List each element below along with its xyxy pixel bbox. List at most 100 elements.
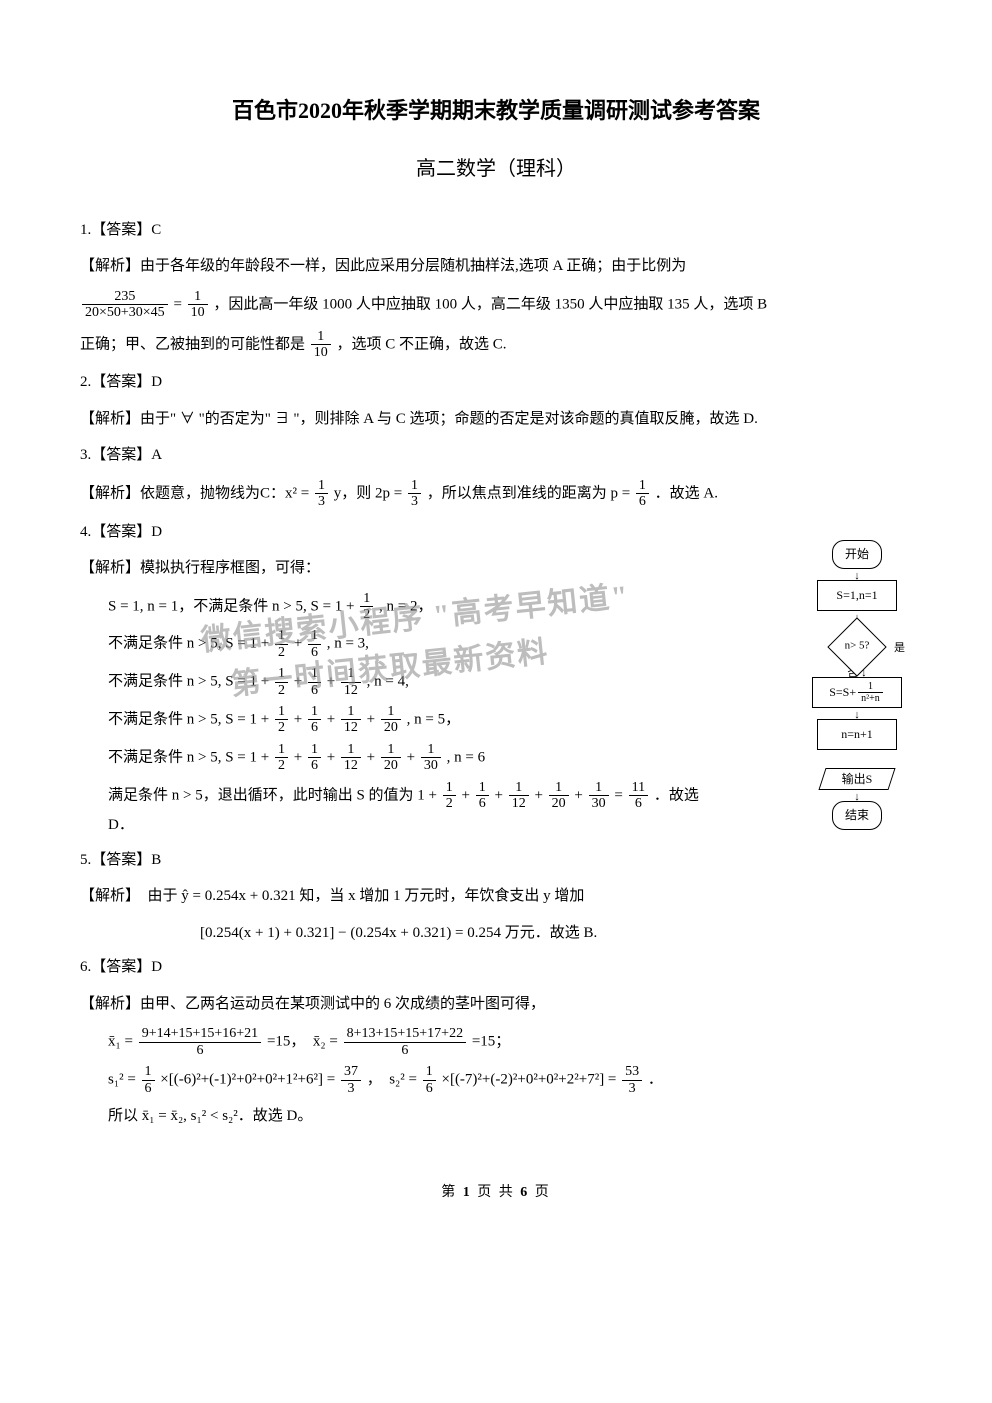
q4-l3-f3d: 12 [341,683,361,698]
q4-l6-f2d: 6 [476,796,489,811]
q1-frac3-den: 10 [311,345,331,360]
q4-l4-f3d: 12 [341,720,361,735]
q4-l5-f1d: 2 [275,758,288,773]
q1-explain-1: 【解析】由于各年级的年龄段不一样，因此应采用分层随机抽样法,选项 A 正确；由于… [80,252,912,281]
q4-l4-f1d: 2 [275,720,288,735]
q4-l6-f5d: 30 [589,796,609,811]
q4-l6-f3d: 12 [509,796,529,811]
q4-l6-f1n: 1 [443,780,456,796]
q4-line-5: 不满足条件 n > 5, S = 1 + 12 + 16 + 112 + 120… [80,742,720,774]
q4-l5a: 不满足条件 n > 5, S = 1 + [108,749,273,765]
q4-l3-f3n: 1 [341,666,361,682]
q4-l6-f6n: 11 [629,780,648,796]
q4-f1d: 2 [360,607,373,622]
q3-f3n: 1 [636,478,649,494]
fc-arrow-icon: ↓ [777,710,937,721]
q4-line-2: 不满足条件 n > 5, S = 1 + 12 + 16 , n = 3, [80,628,720,660]
fc-s1d: n²+n [858,693,883,704]
question-1: 1.【答案】C 【解析】由于各年级的年龄段不一样，因此应采用分层随机抽样法,选项… [80,216,912,361]
fc-output: 输出S [822,768,892,790]
page-title: 百色市2020年秋季学期期末教学质量调研测试参考答案 [80,90,912,132]
q1-text-b: ，因此高一年级 1000 人中应抽取 100 人，高二年级 1350 人中应抽取… [213,296,767,312]
footer-c: 页 [529,1185,551,1200]
q4-l6-f1d: 2 [443,796,456,811]
q1-frac1-den: 20×50+30×45 [82,305,168,320]
q2-header: 2.【答案】D [80,368,912,397]
footer-a: 第 [441,1185,463,1200]
footer-b: 页 共 [472,1185,521,1200]
q1-text-c-b: ，选项 C 不正确，故选 C. [337,336,507,352]
fc-step1-a: S=S+ [829,685,856,699]
q4-f1n: 1 [360,591,373,607]
q3-f2n: 1 [408,478,421,494]
q4-explain: 【解析】模拟执行程序框图，可得： [80,554,720,583]
fc-condition: n> 5? 是 [827,626,887,666]
q3-f1d: 3 [315,494,328,509]
question-2: 2.【答案】D 【解析】由于" ∀ "的否定为" ∃ "，则排除 A 与 C 选… [80,368,912,433]
q4-l5-f4d: 20 [381,758,401,773]
q6-l2-d1: 6 [142,1081,155,1096]
page-footer: 第 1 页 共 6 页 [80,1180,912,1207]
fc-yes-label: 是 [894,638,905,659]
q6-l2a: s₁² = [108,1071,140,1087]
q3-text-a: 【解析】依题意，抛物线为C：x² = [80,485,313,501]
fc-output-text: 输出S [842,772,873,786]
q6-l2b: ×[(-6)²+(-1)²+0²+0²+1²+6²] = [160,1071,339,1087]
q1-text-c-a: 正确；甲、乙被抽到的可能性都是 [80,336,305,352]
q6-header: 6.【答案】D [80,953,912,982]
q6-l2-d3: 6 [423,1081,436,1096]
fc-step-1: S=S+1n²+n [812,677,902,709]
q4-l3-f1d: 2 [275,683,288,698]
q4-l6a: 满足条件 n > 5，退出循环，此时输出 S 的值为 1 + [108,787,441,803]
q1-frac2-den: 10 [188,305,208,320]
q4-l5-f2n: 1 [308,742,321,758]
q4-l6-f3n: 1 [509,780,529,796]
q3-text-c: ，所以焦点到准线的距离为 p = [427,485,634,501]
q4-l6-f5n: 1 [589,780,609,796]
q4-l4-f4n: 1 [381,704,401,720]
q6-line-2: s₁² = 16 ×[(-6)²+(-1)²+0²+0²+1²+6²] = 37… [80,1064,912,1096]
footer-page: 1 [463,1185,472,1200]
q1-frac1-num: 235 [82,289,168,305]
q1-frac3-num: 1 [311,329,331,345]
q3-f1n: 1 [315,478,328,494]
q3-f2d: 3 [408,494,421,509]
q6-l1-end: =15； [472,1034,510,1050]
q6-l2d: ×[(-7)²+(-2)²+0²+0²+2²+7²] = [441,1071,620,1087]
q4-header: 4.【答案】D [80,518,720,547]
q3-text-d: ．故选 A. [655,485,718,501]
q6-l1-den2: 6 [344,1043,466,1058]
q4-l1a: S = 1, n = 1，不满足条件 n > 5, S = 1 + [108,598,358,614]
question-5: 5.【答案】B 【解析】 由于 ŷ = 0.254x + 0.321 知，当 x… [80,846,912,948]
q1-header: 1.【答案】C [80,216,912,245]
q4-l5-f3d: 12 [341,758,361,773]
q4-l4-f4d: 20 [381,720,401,735]
q5-explain-1: 【解析】 由于 ŷ = 0.254x + 0.321 知，当 x 增加 1 万元… [80,882,912,911]
q4-l6-f4d: 20 [549,796,569,811]
q1-explain-2: 23520×50+30×45 = 110 ，因此高一年级 1000 人中应抽取 … [80,289,912,321]
q4-l2-f1d: 2 [275,645,288,660]
q6-l1-num: 9+14+15+15+16+21 [139,1026,261,1042]
q4-l4b: , n = 5， [407,711,460,727]
q4-l4-f3n: 1 [341,704,361,720]
fc-end: 结束 [832,801,882,830]
fc-arrow-icon: ↓ [777,792,937,803]
q4-line-6: 满足条件 n > 5，退出循环，此时输出 S 的值为 1 + 12 + 16 +… [80,780,720,840]
q2-explain: 【解析】由于" ∀ "的否定为" ∃ "，则排除 A 与 C 选项；命题的否定是… [80,405,912,434]
q5-explain-2: [0.254(x + 1) + 0.321] − (0.254x + 0.321… [80,919,912,948]
fc-s1n: 1 [858,681,883,693]
q1-frac2-num: 1 [188,289,208,305]
q4-l3a: 不满足条件 n > 5, S = 1 + [108,674,273,690]
q4-l4-f1n: 1 [275,704,288,720]
q4-l5-f3n: 1 [341,742,361,758]
q6-l2-n2: 37 [341,1064,361,1080]
q6-l1-mid: =15， x̄₂ = [267,1034,342,1050]
q4-l5-f4n: 1 [381,742,401,758]
page-subtitle: 高二数学（理科） [80,150,912,188]
q4-line-4: 不满足条件 n > 5, S = 1 + 12 + 16 + 112 + 120… [80,704,720,736]
fc-step-2: n=n+1 [817,719,897,750]
q6-l1-lhs: x̄₁ = [108,1034,137,1050]
question-3: 3.【答案】A 【解析】依题意，抛物线为C：x² = 13 y，则 2p = 1… [80,441,912,509]
flowchart: 开始 ↓ S=1,n=1 ↓ n> 5? 是 否 ↓ S=S+1n²+n ↓ n… [777,540,937,834]
q4-l4a: 不满足条件 n > 5, S = 1 + [108,711,273,727]
